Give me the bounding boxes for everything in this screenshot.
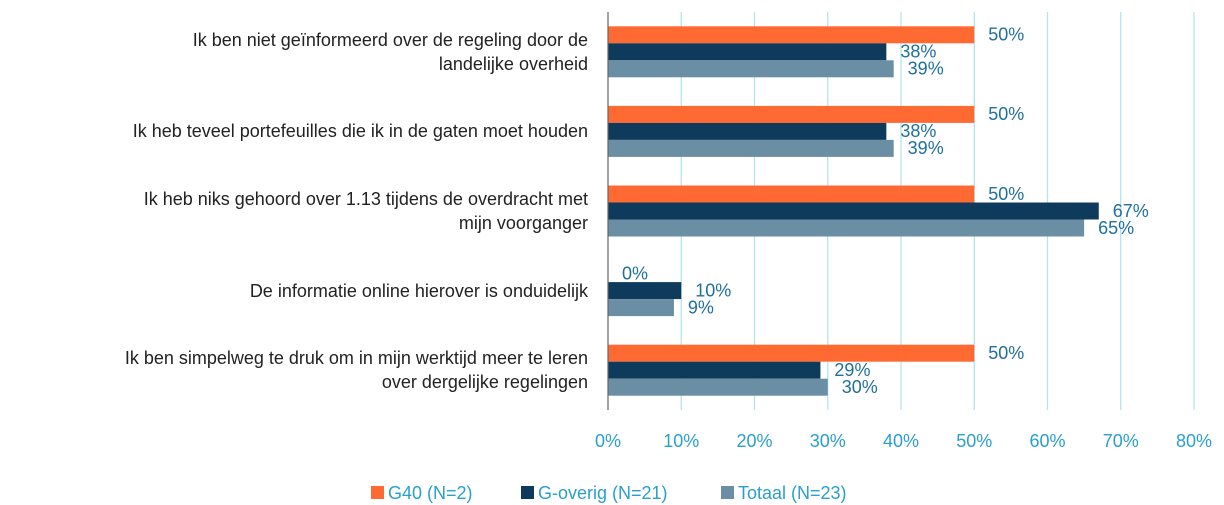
x-tick-label: 70% [1103,431,1139,451]
legend-label: G-overig (N=21) [538,483,668,503]
bar [608,202,1099,220]
legend-label: Totaal (N=23) [738,483,847,503]
bar [608,26,975,44]
bar [608,60,894,78]
data-label: 50% [988,104,1024,124]
bar [608,344,975,362]
data-label: 9% [688,297,714,317]
data-label: 67% [1113,201,1149,221]
legend-swatch [721,486,734,499]
data-label: 38% [900,121,936,141]
data-label: 29% [834,360,870,380]
bar [608,361,821,379]
data-label: 39% [908,59,944,79]
data-label: 38% [900,42,936,62]
bar [608,185,975,203]
x-tick-label: 80% [1176,431,1212,451]
data-label: 39% [908,138,944,158]
data-label: 50% [988,343,1024,363]
bar [608,219,1085,237]
data-label: 30% [842,377,878,397]
category-label: Ik ben simpelweg te druk om in mijn werk… [124,348,588,393]
category-label: De informatie online hierover is onduide… [249,280,588,301]
category-label: Ik heb teveel portefeuilles die ik in de… [132,121,588,142]
bar [608,122,887,140]
legend-swatch [521,486,534,499]
bar [608,139,894,157]
x-tick-label: 0% [595,431,621,451]
bar [608,299,674,317]
x-tick-label: 40% [883,431,919,451]
category-label: Ik heb niks gehoord over 1.13 tijdens de… [143,188,588,233]
bar [608,43,887,61]
legend-swatch [371,486,384,499]
x-tick-label: 60% [1029,431,1065,451]
x-tick-label: 20% [736,431,772,451]
x-tick-label: 10% [663,431,699,451]
data-label: 65% [1098,218,1134,238]
data-label: 0% [622,263,648,283]
category-label: Ik ben niet geïnformeerd over de regelin… [192,29,588,74]
data-label: 50% [988,184,1024,204]
legend-label: G40 (N=2) [388,483,473,503]
x-tick-label: 50% [956,431,992,451]
bar [608,105,975,123]
bar [608,282,682,300]
data-label: 50% [988,25,1024,45]
bar [608,378,828,396]
data-label: 10% [695,280,731,300]
x-tick-label: 30% [810,431,846,451]
